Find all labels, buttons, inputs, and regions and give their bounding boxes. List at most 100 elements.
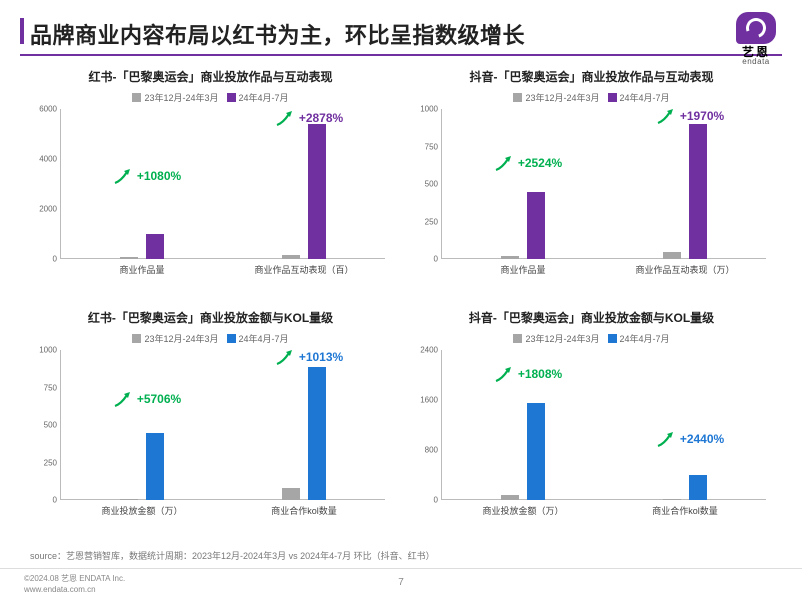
trend-up-arrow-icon bbox=[494, 154, 516, 172]
growth-annotation: +2440% bbox=[656, 430, 724, 448]
legend-label: 23年12月-24年3月 bbox=[525, 332, 599, 345]
legend-item: 23年12月-24年3月 bbox=[513, 332, 599, 345]
page-number: 7 bbox=[398, 577, 404, 588]
bar-group: 商业投放金额（万） bbox=[61, 350, 223, 500]
bar-series-b bbox=[146, 433, 164, 501]
footer-url: www.endata.com.cn bbox=[24, 585, 96, 594]
growth-value: +1080% bbox=[137, 169, 181, 183]
y-tick-label: 4000 bbox=[31, 155, 57, 164]
legend-item: 24年4月-7月 bbox=[227, 91, 289, 104]
legend-swatch bbox=[608, 334, 617, 343]
y-tick-label: 500 bbox=[412, 180, 438, 189]
bar-group: 商业合作kol数量 bbox=[223, 350, 385, 500]
y-tick-label: 250 bbox=[31, 458, 57, 467]
trend-up-arrow-icon bbox=[113, 390, 135, 408]
y-tick-label: 1000 bbox=[412, 105, 438, 114]
legend: 23年12月-24年3月 24年4月-7月 bbox=[411, 89, 772, 107]
trend-up-arrow-icon bbox=[656, 107, 678, 125]
chart-title: 抖音-「巴黎奥运会」商业投放作品与互动表现 bbox=[411, 68, 772, 85]
logo: 艺恩 endata bbox=[736, 12, 776, 66]
bar-group: 商业合作kol数量 bbox=[604, 350, 766, 500]
legend-swatch bbox=[513, 334, 522, 343]
legend: 23年12月-24年3月 24年4月-7月 bbox=[411, 330, 772, 348]
bar-series-b bbox=[689, 124, 707, 259]
chart-panel: 抖音-「巴黎奥运会」商业投放作品与互动表现 23年12月-24年3月 24年4月-7… bbox=[411, 68, 772, 301]
y-tick-label: 250 bbox=[412, 217, 438, 226]
growth-value: +2524% bbox=[518, 156, 562, 170]
trend-up-arrow-icon bbox=[656, 430, 678, 448]
chart-title: 抖音-「巴黎奥运会」商业投放金额与KOL量级 bbox=[411, 309, 772, 326]
legend-item: 23年12月-24年3月 bbox=[132, 91, 218, 104]
trend-up-arrow-icon bbox=[494, 365, 516, 383]
legend-label: 23年12月-24年3月 bbox=[144, 332, 218, 345]
legend-item: 24年4月-7月 bbox=[608, 91, 670, 104]
bar-series-b bbox=[308, 367, 326, 501]
x-category-label: 商业投放金额（万） bbox=[442, 500, 604, 517]
x-category-label: 商业合作kol数量 bbox=[223, 500, 385, 517]
chart-title: 红书-「巴黎奥运会」商业投放作品与互动表现 bbox=[30, 68, 391, 85]
y-tick-label: 0 bbox=[31, 496, 57, 505]
copyright: ©2024.08 艺恩 ENDATA Inc. bbox=[24, 573, 125, 584]
x-category-label: 商业作品量 bbox=[442, 259, 604, 276]
y-tick-label: 500 bbox=[31, 421, 57, 430]
growth-annotation: +1013% bbox=[275, 348, 343, 366]
chart-panel: 红书-「巴黎奥运会」商业投放金额与KOL量级23年12月-24年3月24年4月-… bbox=[30, 309, 391, 542]
growth-annotation: +1970% bbox=[656, 107, 724, 125]
y-tick-label: 6000 bbox=[31, 105, 57, 114]
y-tick-label: 750 bbox=[31, 383, 57, 392]
legend-swatch bbox=[132, 93, 141, 102]
y-tick-label: 1600 bbox=[412, 396, 438, 405]
growth-annotation: +1808% bbox=[494, 365, 562, 383]
growth-value: +1013% bbox=[299, 350, 343, 364]
plot-area: 02505007501000商业投放金额（万）商业合作kol数量+5706%+1… bbox=[60, 350, 385, 500]
x-category-label: 商业作品量 bbox=[61, 259, 223, 276]
trend-up-arrow-icon bbox=[275, 109, 297, 127]
growth-annotation: +1080% bbox=[113, 167, 181, 185]
growth-annotation: +2524% bbox=[494, 154, 562, 172]
growth-annotation: +2878% bbox=[275, 109, 343, 127]
footer: ©2024.08 艺恩 ENDATA Inc. www.endata.com.c… bbox=[0, 568, 802, 602]
bar-series-a bbox=[282, 488, 300, 500]
legend-label: 23年12月-24年3月 bbox=[144, 91, 218, 104]
y-tick-label: 0 bbox=[31, 255, 57, 264]
legend-item: 23年12月-24年3月 bbox=[513, 91, 599, 104]
legend: 23年12月-24年3月 24年4月-7月 bbox=[30, 330, 391, 348]
chart-panel: 红书-「巴黎奥运会」商业投放作品与互动表现 23年12月-24年3月 24年4月-7… bbox=[30, 68, 391, 301]
chart-grid: 红书-「巴黎奥运会」商业投放作品与互动表现 23年12月-24年3月 24年4月-7… bbox=[30, 68, 772, 542]
trend-up-arrow-icon bbox=[113, 167, 135, 185]
growth-value: +2440% bbox=[680, 432, 724, 446]
header: 品牌商业内容布局以红书为主，环比呈指数级增长 bbox=[30, 18, 662, 50]
x-category-label: 商业作品互动表现（万） bbox=[604, 259, 766, 276]
legend-swatch bbox=[513, 93, 522, 102]
legend-label: 23年12月-24年3月 bbox=[525, 91, 599, 104]
y-tick-label: 1000 bbox=[31, 346, 57, 355]
bar-group: 商业作品量 bbox=[442, 109, 604, 259]
legend: 23年12月-24年3月 24年4月-7月 bbox=[30, 89, 391, 107]
plot-area: 0200040006000商业作品量商业作品互动表现（百）+1080%+2878… bbox=[60, 109, 385, 259]
x-category-label: 商业作品互动表现（百） bbox=[223, 259, 385, 276]
growth-value: +1808% bbox=[518, 367, 562, 381]
x-category-label: 商业合作kol数量 bbox=[604, 500, 766, 517]
chart-panel: 抖音-「巴黎奥运会」商业投放金额与KOL量级 23年12月-24年3月 24年4月-… bbox=[411, 309, 772, 542]
title-rule bbox=[20, 54, 782, 56]
growth-value: +1970% bbox=[680, 109, 724, 123]
legend-swatch bbox=[227, 93, 236, 102]
y-tick-label: 0 bbox=[412, 255, 438, 264]
legend-swatch bbox=[227, 334, 236, 343]
legend-swatch bbox=[608, 93, 617, 102]
y-tick-label: 0 bbox=[412, 496, 438, 505]
plot-area: 080016002400商业投放金额（万）商业合作kol数量+1808%+244… bbox=[441, 350, 766, 500]
legend-label: 24年4月-7月 bbox=[239, 91, 289, 104]
bar-series-b bbox=[689, 475, 707, 500]
legend-swatch bbox=[132, 334, 141, 343]
plot-area: 02505007501000商业作品量商业作品互动表现（万）+2524%+197… bbox=[441, 109, 766, 259]
trend-up-arrow-icon bbox=[275, 348, 297, 366]
bar-series-b bbox=[527, 403, 545, 500]
legend-item: 24年4月-7月 bbox=[227, 332, 289, 345]
slide: 品牌商业内容布局以红书为主，环比呈指数级增长 艺恩 endata 红书-「巴黎奥… bbox=[0, 0, 802, 602]
legend-label: 24年4月-7月 bbox=[620, 332, 670, 345]
legend-label: 24年4月-7月 bbox=[239, 332, 289, 345]
bar-series-a bbox=[663, 252, 681, 259]
legend-label: 24年4月-7月 bbox=[620, 91, 670, 104]
bar-series-b bbox=[146, 234, 164, 259]
